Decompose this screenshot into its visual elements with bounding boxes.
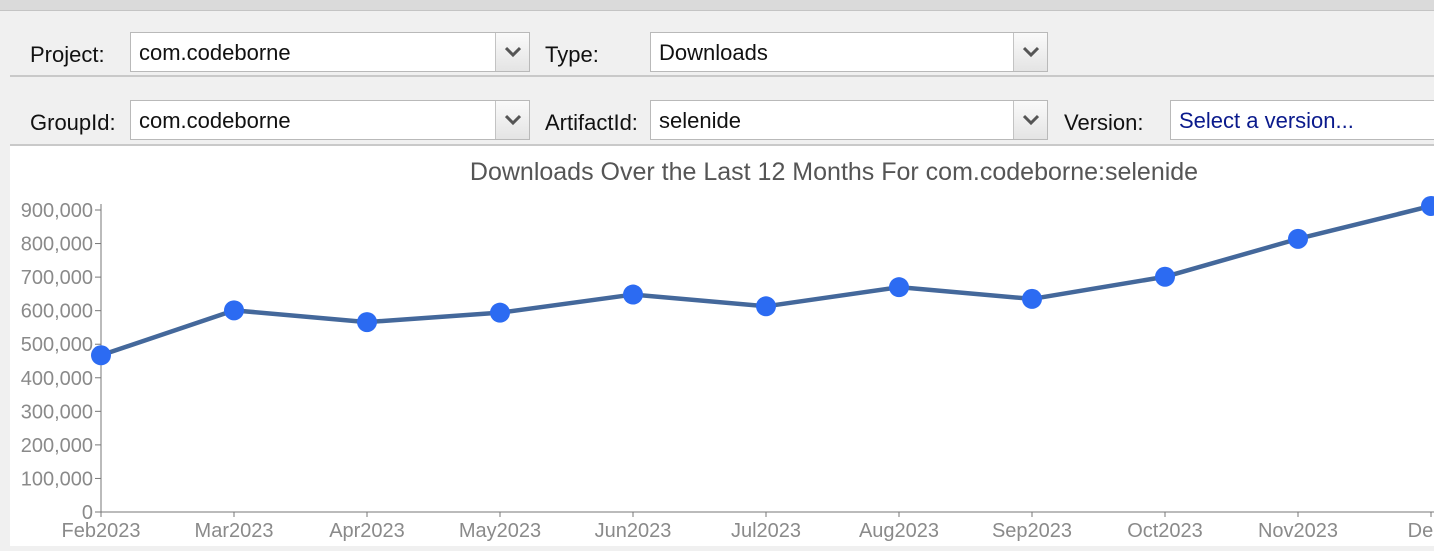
chevron-down-icon xyxy=(1023,46,1039,58)
type-select-value: Downloads xyxy=(659,40,768,65)
x-tick-label: Jul2023 xyxy=(731,520,801,542)
type-select[interactable]: Downloads xyxy=(650,32,1048,72)
x-tick-label: Feb2023 xyxy=(62,520,141,542)
version-label: Version: xyxy=(1064,110,1144,135)
type-label: Type: xyxy=(545,42,599,67)
x-tick-label: May2023 xyxy=(459,520,541,542)
project-select-value: com.codeborne xyxy=(139,40,291,65)
chevron-down-icon xyxy=(505,114,521,126)
data-point[interactable] xyxy=(357,312,377,333)
y-tick-label: 800,000 xyxy=(21,234,93,256)
chevron-down-icon xyxy=(505,46,521,58)
chart-title: Downloads Over the Last 12 Months For co… xyxy=(470,158,1198,186)
y-tick-label: 0 xyxy=(82,502,93,524)
y-tick-label: 900,000 xyxy=(21,200,93,222)
data-point[interactable] xyxy=(756,296,776,317)
groupid-label: GroupId: xyxy=(30,110,116,135)
project-dropdown-button[interactable] xyxy=(495,33,529,71)
filter-row-artifact: GroupId: com.codeborne ArtifactId: selen… xyxy=(0,79,1434,144)
chevron-down-icon xyxy=(1023,114,1039,126)
row-divider xyxy=(10,75,1434,77)
x-axis: Feb2023 Mar2023 Apr2023 May2023 Jun2023 Jul20… xyxy=(62,511,1434,542)
filter-row-project: Project: com.codeborne Type: Downloads xyxy=(0,11,1434,75)
project-label: Project: xyxy=(30,42,105,67)
row-divider xyxy=(10,144,1434,146)
data-point[interactable] xyxy=(1022,288,1042,309)
series-downloads xyxy=(91,195,1434,366)
x-tick-label: Mar2023 xyxy=(195,520,274,542)
y-tick-label: 400,000 xyxy=(21,368,93,390)
y-axis: 0 100,000 200,000 300,000 400,000 500,000 600,… xyxy=(21,200,102,524)
project-select[interactable]: com.codeborne xyxy=(130,32,530,72)
data-point[interactable] xyxy=(224,300,244,321)
chart-panel: Downloads Over the Last 12 Months For co… xyxy=(10,146,1434,546)
artifactid-select-value: selenide xyxy=(659,108,741,133)
data-point[interactable] xyxy=(623,284,643,305)
artifactid-label: ArtifactId: xyxy=(545,110,638,135)
type-dropdown-button[interactable] xyxy=(1013,33,1047,71)
data-point[interactable] xyxy=(1288,228,1308,249)
x-tick-label: Aug2023 xyxy=(859,520,939,542)
data-point[interactable] xyxy=(1155,266,1175,287)
x-tick-label: Jun2023 xyxy=(595,520,672,542)
data-point[interactable] xyxy=(490,302,510,323)
data-point[interactable] xyxy=(1421,195,1434,216)
y-tick-label: 500,000 xyxy=(21,334,93,356)
groupid-dropdown-button[interactable] xyxy=(495,101,529,139)
y-tick-label: 600,000 xyxy=(21,301,93,323)
artifactid-dropdown-button[interactable] xyxy=(1013,101,1047,139)
y-tick-label: 100,000 xyxy=(21,468,93,490)
y-tick-label: 700,000 xyxy=(21,267,93,289)
y-tick-label: 300,000 xyxy=(21,401,93,423)
groupid-select[interactable]: com.codeborne xyxy=(130,100,530,140)
x-tick-label: Dec2 xyxy=(1408,520,1434,542)
artifactid-select[interactable]: selenide xyxy=(650,100,1048,140)
downloads-line-chart: Downloads Over the Last 12 Months For co… xyxy=(21,158,1434,542)
top-toolbar-strip xyxy=(0,0,1434,11)
groupid-select-value: com.codeborne xyxy=(139,108,291,133)
data-point[interactable] xyxy=(889,277,909,298)
data-point[interactable] xyxy=(91,345,111,366)
version-select-value: Select a version... xyxy=(1179,108,1354,133)
y-tick-label: 200,000 xyxy=(21,435,93,457)
series-line xyxy=(100,203,1432,358)
x-tick-label: Nov2023 xyxy=(1258,520,1338,542)
x-tick-label: Sep2023 xyxy=(992,520,1072,542)
version-select[interactable]: Select a version... xyxy=(1170,100,1434,140)
x-tick-label: Apr2023 xyxy=(329,520,405,542)
x-tick-label: Oct2023 xyxy=(1127,520,1203,542)
